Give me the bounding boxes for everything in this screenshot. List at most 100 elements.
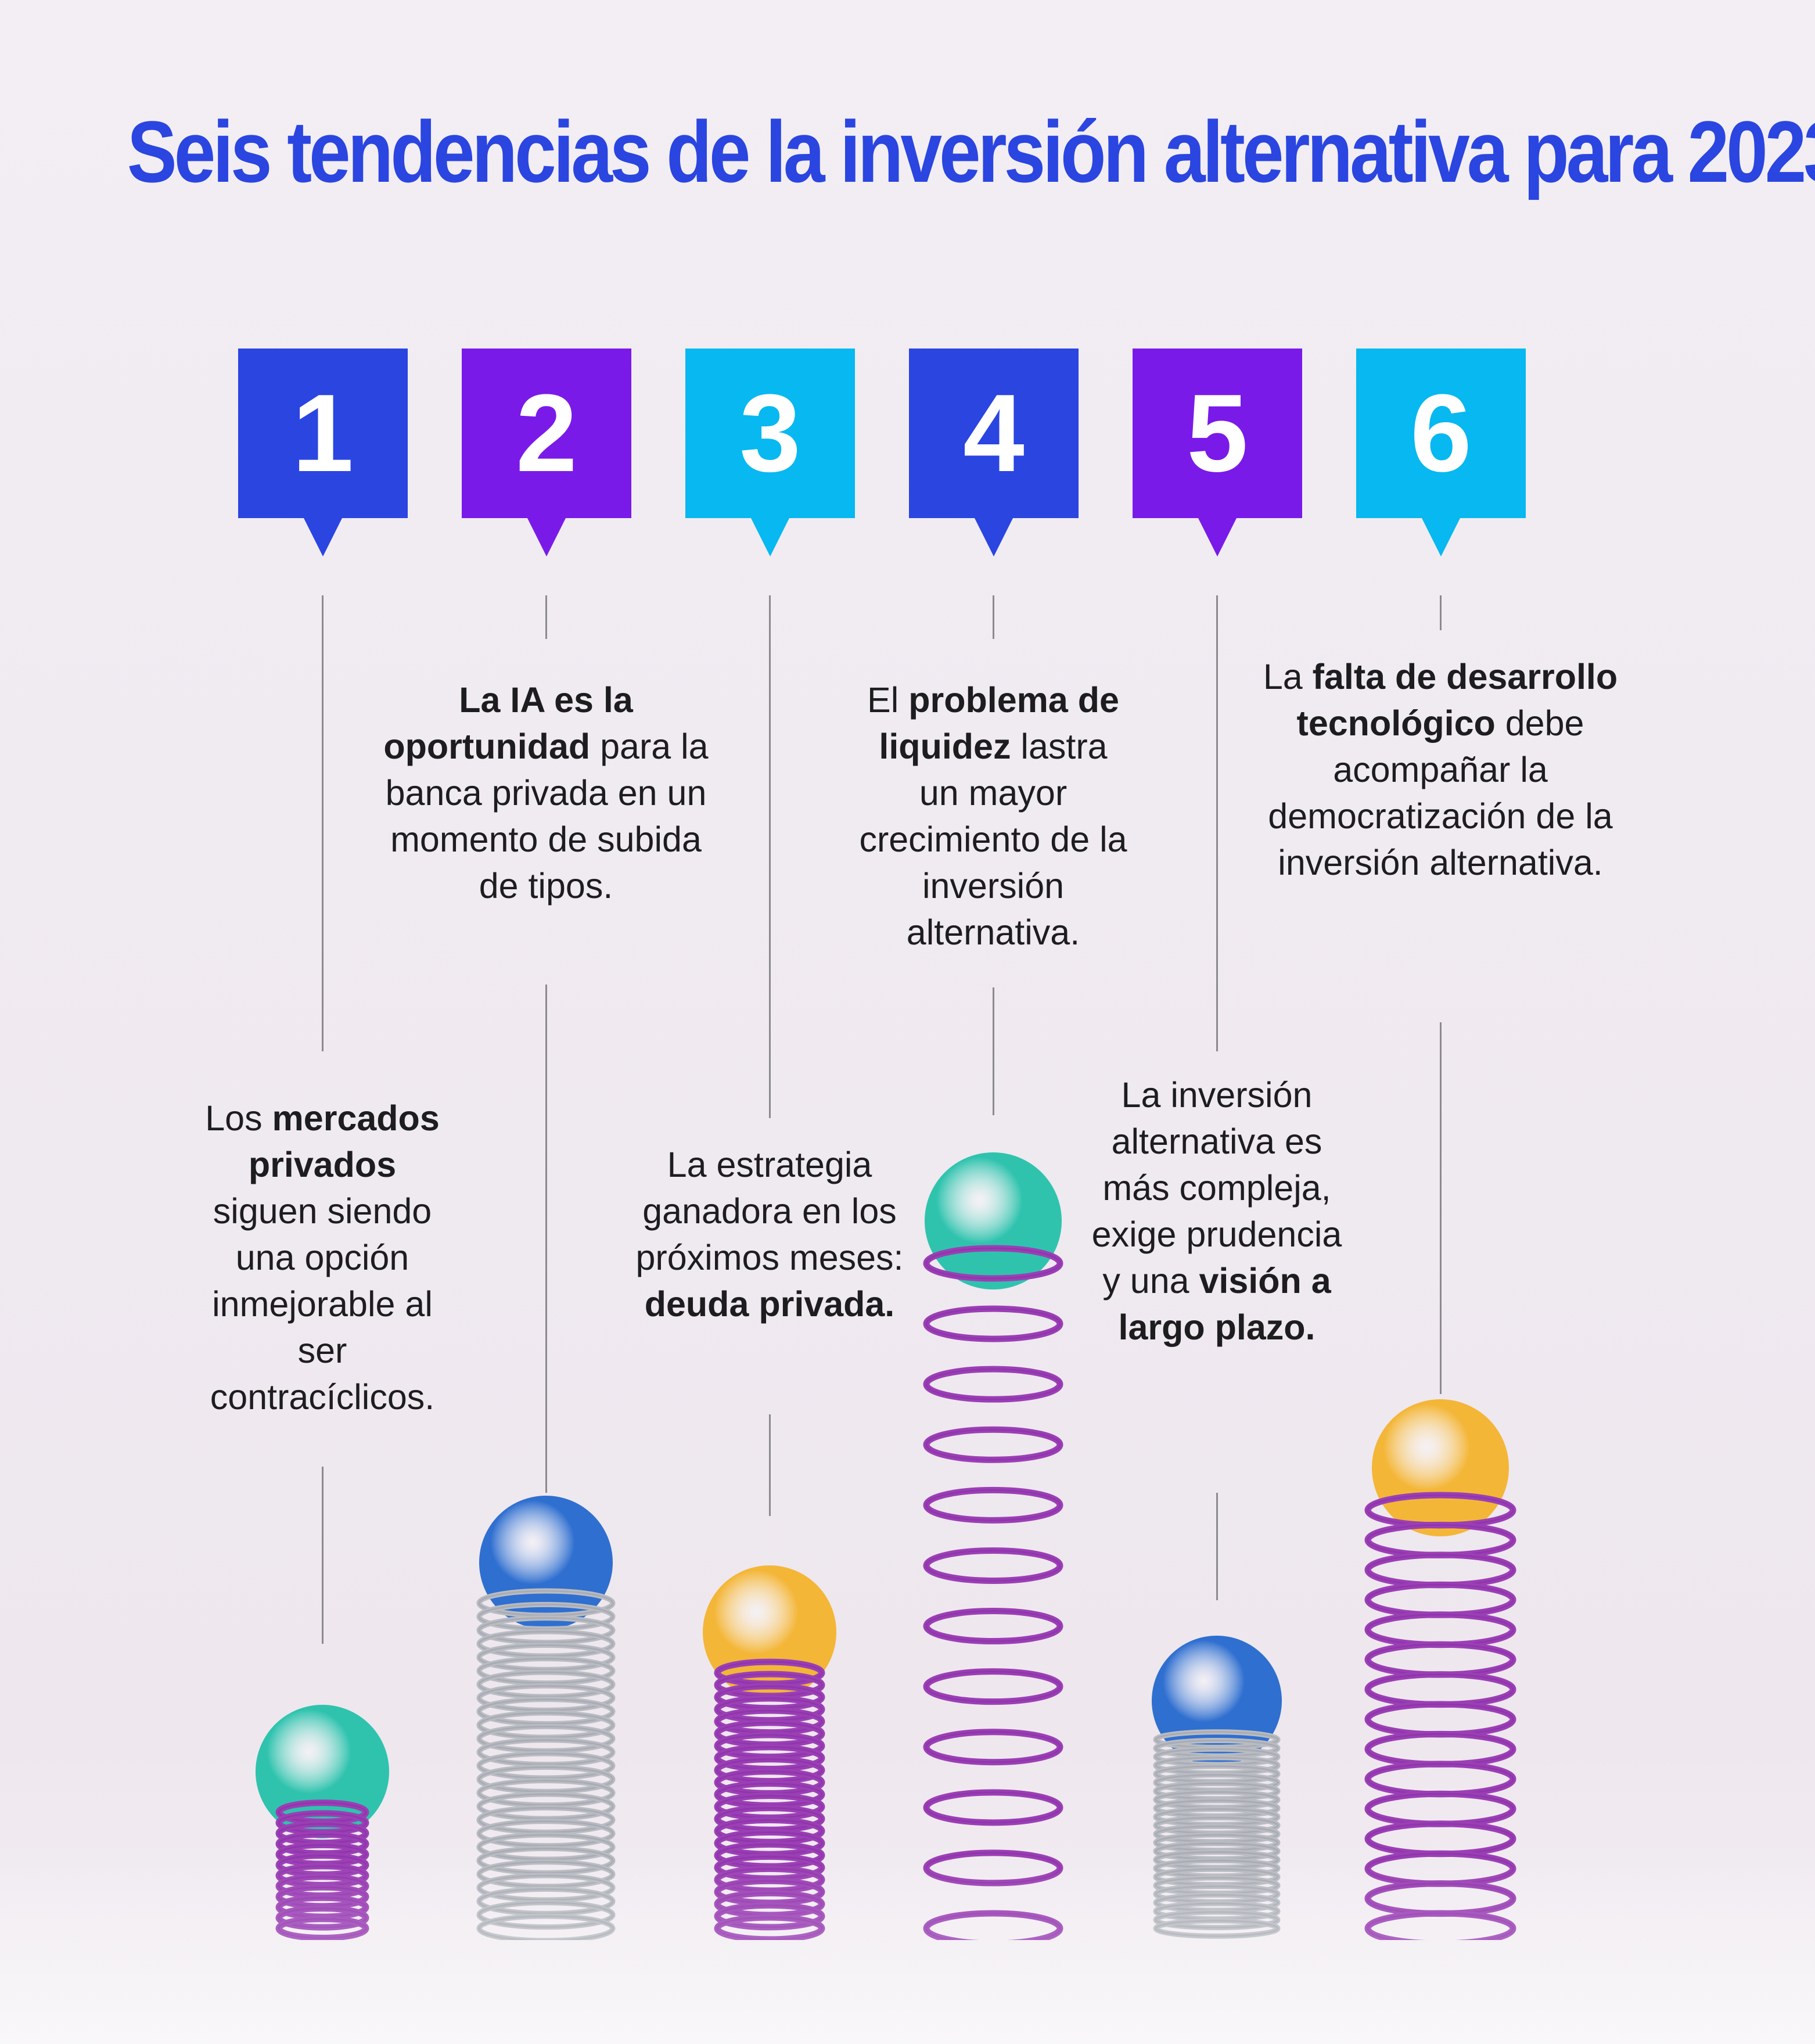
spring-coil-shade — [478, 1902, 614, 1928]
spring-coil-shade — [925, 1549, 1061, 1582]
spring-coil-shade — [925, 1852, 1061, 1884]
connector-line — [545, 595, 547, 639]
spring-coil-shade — [478, 1766, 614, 1792]
spring-coil-shade — [478, 1725, 614, 1752]
trend-number-badge: 2 — [462, 349, 631, 556]
trend-description: Los mercados privados siguen siendo una … — [197, 1095, 447, 1420]
spring-coil-shade — [925, 1307, 1061, 1340]
spring-coil-shade — [925, 1368, 1061, 1400]
trend-text-bold: deuda privada. — [644, 1284, 895, 1324]
ball — [479, 1496, 613, 1629]
spring-coil-shade — [478, 1658, 614, 1684]
trend-description: La estrategia ganadora en los próximos m… — [633, 1141, 906, 1327]
spring-coil-shade — [925, 1489, 1061, 1521]
spring-coil-shade — [478, 1752, 614, 1779]
trend-text: Los — [205, 1098, 272, 1138]
trend-text-bold: La IA es la oportunidad — [383, 680, 633, 766]
spring-coil-shade — [1367, 1583, 1514, 1616]
spring-coil-shade — [1155, 1920, 1279, 1937]
trend-description: La IA es la oportunidad para la banca pr… — [383, 677, 709, 909]
badge-pointer — [750, 517, 790, 556]
spring-coil-shade — [925, 1428, 1061, 1461]
spring-coil-shade — [925, 1731, 1061, 1763]
trend-description: La falta de desarrollo tecnológico debe … — [1260, 653, 1620, 886]
trend-text-bold: visión a largo plazo. — [1118, 1261, 1331, 1347]
spring-with-ball — [1152, 1636, 1282, 1939]
connector-line — [322, 1467, 324, 1644]
connector-line — [322, 595, 324, 1051]
connector-line — [769, 1414, 771, 1516]
trend-number: 2 — [516, 372, 577, 495]
connector-line — [993, 595, 994, 639]
trend-text-bold: falta de desarrollo tecnológico — [1296, 657, 1618, 743]
trend-text: El — [867, 680, 909, 720]
trend-text: La — [1263, 657, 1313, 696]
trend-text: La estrategia ganadora en los próximos m… — [635, 1145, 904, 1277]
trend-column-5: 5 La inversión alternativa es más complej… — [1092, 0, 1342, 2044]
spring-coil-shade — [1367, 1703, 1514, 1736]
spring-coil-shade — [478, 1671, 614, 1698]
floor-surface — [0, 1859, 1815, 2044]
connector-line — [1216, 1493, 1218, 1600]
trend-column-3: 3 La estrategia ganadora en los próximos … — [635, 0, 904, 2044]
spring-coil-shade — [278, 1918, 367, 1939]
spring-with-ball — [1364, 1399, 1516, 1940]
trend-number: 3 — [739, 372, 801, 495]
connector-line — [1216, 595, 1218, 1051]
trend-text: lastra un mayor crecimiento de la invers… — [859, 727, 1127, 952]
spring-coil-shade — [478, 1780, 614, 1806]
badge-pointer — [303, 517, 343, 556]
spring-coil-shade — [478, 1630, 614, 1657]
spring-with-ball — [923, 1152, 1063, 1940]
connector-line — [1440, 595, 1442, 630]
connector-line — [545, 985, 547, 1493]
trend-column-1: 1 Los mercados privados siguen siendo una… — [205, 0, 440, 2044]
spring-coil-shade — [478, 1806, 614, 1833]
spring-with-ball — [703, 1565, 836, 1940]
spring-coil-shade — [716, 1916, 823, 1940]
trend-column-4: 4 El problema de liquidez lastra un mayor… — [859, 0, 1127, 2044]
spring-coil-shade — [478, 1590, 614, 1616]
spring-coil-shade — [1367, 1614, 1514, 1646]
connector-line — [769, 595, 771, 1118]
spring-with-ball — [256, 1705, 389, 1940]
spring-coil-shade — [478, 1874, 614, 1901]
badge-pointer — [1421, 517, 1461, 556]
spring-coil-shade — [925, 1912, 1061, 1940]
spring-coil-shade — [1155, 1911, 1279, 1929]
badge-pointer — [1198, 517, 1237, 556]
connector-line — [1440, 1022, 1442, 1394]
spring-coil-shade — [478, 1888, 614, 1914]
spring-coil-shade — [1367, 1763, 1514, 1795]
page-title: Seis tendencias de la inversión alternat… — [127, 103, 1815, 200]
trend-number: 1 — [292, 372, 354, 495]
ball — [1372, 1399, 1509, 1536]
ball — [925, 1152, 1062, 1289]
connector-line — [993, 987, 994, 1115]
spring-coil-shade — [1367, 1912, 1514, 1940]
spring-coil-shade — [1367, 1733, 1514, 1765]
trend-text: para la banca privada en un momento de s… — [385, 727, 709, 906]
spring-coil-shade — [478, 1712, 614, 1738]
trend-column-6: 6 La falta de desarrollo tecnológico debe… — [1263, 0, 1618, 2044]
spring-coil-shade — [278, 1907, 367, 1928]
spring-coil-shade — [478, 1847, 614, 1874]
trend-text: La inversión alternativa es más compleja… — [1091, 1075, 1342, 1301]
spring-coil-shade — [478, 1793, 614, 1820]
trend-number-badge: 6 — [1356, 349, 1526, 556]
spring-coil-shade — [925, 1247, 1061, 1280]
spring-coil-shade — [1367, 1554, 1514, 1586]
ball — [256, 1705, 389, 1838]
spring-coil-shade — [478, 1915, 614, 1940]
trend-number-badge: 4 — [909, 349, 1079, 556]
spring-coil-shade — [1367, 1823, 1514, 1855]
trend-number-badge: 5 — [1133, 349, 1302, 556]
spring-coil-shade — [478, 1739, 614, 1766]
trend-number-badge: 1 — [238, 349, 408, 556]
spring-coil-shade — [478, 1603, 614, 1630]
spring-coil-shade — [478, 1684, 614, 1711]
trend-number: 4 — [963, 372, 1025, 495]
trend-number: 6 — [1410, 372, 1472, 495]
spring-coil-shade — [716, 1904, 823, 1928]
trend-text: debe acompañar la democratización de la … — [1268, 703, 1613, 882]
